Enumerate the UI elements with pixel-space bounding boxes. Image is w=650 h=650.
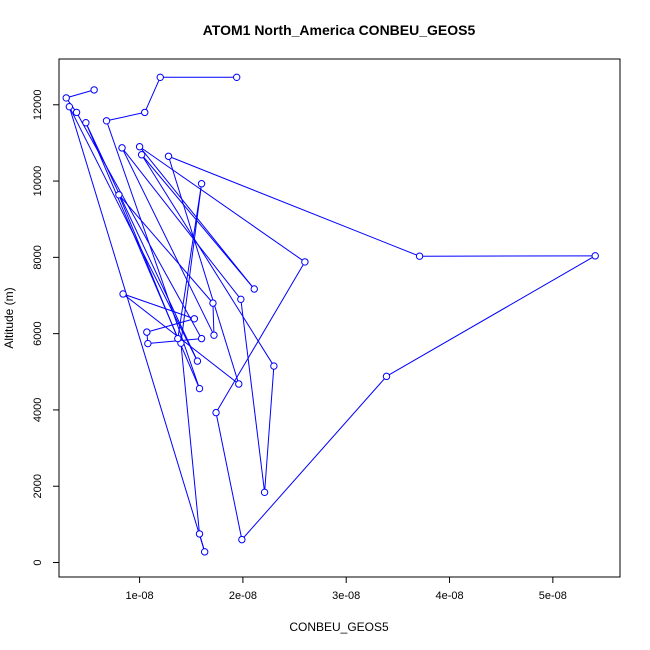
series-line-segment <box>122 293 195 320</box>
plot-frame <box>58 58 621 578</box>
series-line-segment <box>141 154 255 290</box>
data-point <box>195 384 204 393</box>
chart-title: ATOM1 North_America CONBEU_GEOS5 <box>203 22 476 38</box>
data-point <box>270 362 278 370</box>
x-tick-label: 2e-08 <box>229 590 257 602</box>
data-point <box>90 86 98 94</box>
data-point <box>233 73 241 82</box>
x-tick-label: 1e-08 <box>126 590 154 602</box>
series-line-segment <box>106 111 145 122</box>
data-point <box>156 73 164 82</box>
y-tick-label: 2000 <box>32 474 44 498</box>
data-point <box>195 530 204 538</box>
data-point <box>72 108 81 117</box>
series-line-segment <box>146 318 195 333</box>
data-point <box>137 151 146 159</box>
series-line-segment <box>264 366 275 493</box>
y-axis-label: Altitude (m) <box>2 287 16 348</box>
x-tick-label: 3e-08 <box>332 590 360 602</box>
series-line-segment <box>180 343 201 534</box>
x-tick-label: 4e-08 <box>435 590 463 602</box>
data-point <box>141 108 149 117</box>
data-point <box>115 191 123 199</box>
data-point <box>193 357 202 365</box>
series-line-segment <box>212 303 215 336</box>
x-axis: 1e-08 2e-08 3e-08 4e-08 5e-08 <box>126 577 567 602</box>
y-axis: 0 2000 4000 6000 8000 10000 12000 <box>32 89 59 566</box>
data-point <box>212 408 220 417</box>
data-point <box>237 295 245 304</box>
data-point <box>119 290 127 298</box>
series-line-segment <box>168 156 240 385</box>
data-point <box>135 143 144 151</box>
data-point <box>62 94 70 102</box>
data-point <box>250 285 258 293</box>
series-line-segment <box>121 147 242 300</box>
series-line-segment <box>241 376 387 540</box>
series-line-segment <box>386 255 596 377</box>
data-point <box>209 299 217 307</box>
series-line-segment <box>76 112 203 339</box>
series-line-segment <box>139 146 255 290</box>
y-tick-label: 10000 <box>32 166 44 197</box>
data-point <box>382 372 391 381</box>
series-line-segment <box>68 106 206 552</box>
data-point <box>210 331 218 339</box>
data-point <box>301 258 309 266</box>
series-line-segment <box>118 194 179 339</box>
data-point <box>415 252 424 260</box>
data-point <box>591 252 599 260</box>
series-line-segment <box>141 154 275 367</box>
series-line-segment <box>215 412 243 540</box>
data-point <box>118 144 126 152</box>
data-point <box>197 334 206 343</box>
series-line-segment <box>168 155 420 257</box>
y-tick-label: 12000 <box>32 89 44 120</box>
series-line-segment <box>121 147 215 336</box>
series-line-segment <box>66 89 95 99</box>
x-tick-label: 5e-08 <box>539 590 567 602</box>
y-tick-label: 8000 <box>32 245 44 269</box>
data-point <box>174 334 182 343</box>
series-line-segment <box>177 183 203 339</box>
x-axis-label: CONBEU_GEOS5 <box>289 620 389 634</box>
series-line-segment <box>139 146 306 263</box>
series-line-segment <box>68 106 198 362</box>
data-point <box>260 488 269 497</box>
series-line-segment <box>144 77 161 113</box>
data-point <box>235 380 243 388</box>
data-point <box>190 315 199 323</box>
data-point <box>144 339 152 348</box>
series-line-segment <box>240 299 266 493</box>
y-tick-label: 0 <box>32 559 44 565</box>
data-point <box>143 328 151 336</box>
series-layer <box>62 73 599 556</box>
series-line-segment <box>215 261 306 413</box>
data-point <box>164 152 173 160</box>
series-line-segment <box>180 183 203 344</box>
data-point <box>197 180 206 188</box>
series-line-segment <box>118 194 214 304</box>
y-tick-label: 4000 <box>32 398 44 422</box>
series-line-segment <box>147 338 202 345</box>
y-tick-label: 6000 <box>32 321 44 345</box>
data-point <box>102 117 111 125</box>
data-point <box>82 119 90 127</box>
data-point <box>200 548 209 556</box>
data-point <box>65 102 74 111</box>
data-point <box>238 535 246 544</box>
